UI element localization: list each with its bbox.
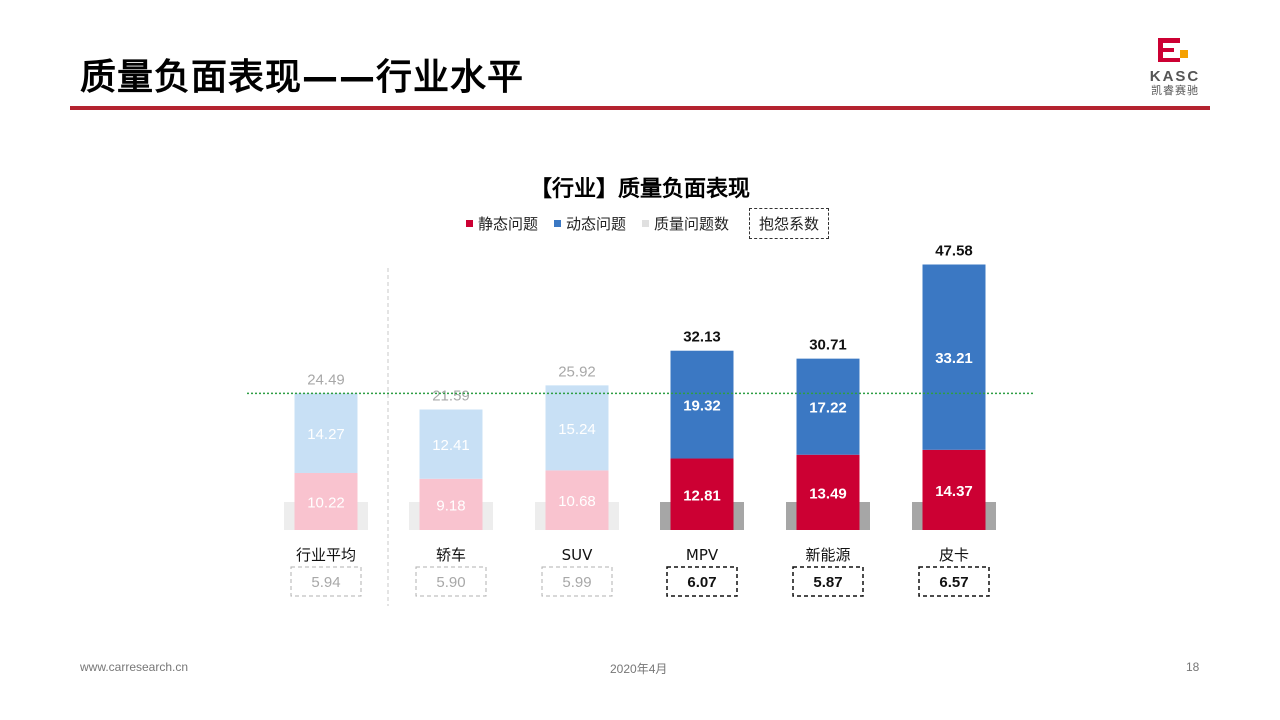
total-value-label: 32.13 (683, 329, 721, 346)
logo-text: KASC (1149, 68, 1201, 85)
static-issue-bar (670, 458, 734, 530)
dynamic-issue-bar (922, 264, 986, 450)
legend-item-count: 质量问题数 (642, 213, 729, 234)
logo-subtitle: 凯睿赛驰 (1151, 84, 1199, 97)
static-issue-bar (545, 470, 609, 530)
static-value-label: 10.22 (307, 494, 345, 511)
complaint-coefficient-box (541, 566, 613, 597)
category-label: 皮卡 (939, 546, 969, 564)
legend-label-dynamic: 动态问题 (566, 214, 627, 233)
chart-title: 【行业】质量负面表现 (529, 177, 750, 202)
complaint-coefficient-box (666, 566, 738, 597)
static-issue-bar (419, 478, 483, 530)
dynamic-value-label: 17.22 (809, 400, 847, 417)
category-label: 新能源 (805, 546, 850, 564)
legend-label-count: 质量问题数 (654, 214, 730, 233)
static-value-label: 10.68 (558, 493, 596, 510)
dynamic-value-label: 33.21 (935, 350, 973, 367)
dynamic-issue-bar (545, 385, 609, 471)
dynamic-issue-bar (419, 409, 483, 479)
dynamic-value-label: 14.27 (307, 426, 345, 443)
total-value-label: 30.71 (809, 337, 847, 354)
complaint-coefficient-box (918, 566, 990, 597)
footer-date: 2020年4月 (610, 662, 668, 676)
legend-item-static: 静态问题 (466, 213, 538, 234)
complaint-coefficient-box (415, 566, 487, 597)
static-value-label: 9.18 (436, 497, 465, 514)
title-divider (70, 106, 1210, 110)
dynamic-issue-bar (796, 358, 860, 455)
dynamic-issue-bar (294, 393, 358, 473)
legend-swatch-dynamic (554, 219, 562, 227)
legend-label-static: 静态问题 (478, 214, 539, 233)
total-value-label: 47.58 (935, 243, 973, 260)
complaint-coefficient-label: 6.07 (687, 574, 716, 591)
category-label: MPV (686, 546, 719, 564)
footer-page-number: 18 (1186, 660, 1200, 674)
category-label: 行业平均 (296, 546, 356, 564)
dynamic-value-label: 15.24 (558, 421, 596, 438)
total-value-label: 21.59 (432, 388, 470, 405)
complaint-coefficient-label: 5.90 (436, 574, 465, 591)
total-value-label: 25.92 (558, 363, 596, 380)
static-issue-bar (294, 472, 358, 530)
legend-item-dynamic: 动态问题 (554, 213, 626, 234)
footer-website: www.carresearch.cn (80, 660, 189, 674)
static-value-label: 14.37 (935, 483, 973, 500)
legend-label-coef: 抱怨系数 (749, 207, 830, 239)
category-label: 轿车 (436, 546, 466, 564)
complaint-coefficient-box (290, 566, 362, 597)
dynamic-value-label: 19.32 (683, 398, 721, 415)
legend-swatch-static (466, 219, 473, 227)
static-issue-bar (796, 454, 860, 530)
static-value-label: 13.49 (809, 485, 847, 502)
dynamic-value-label: 12.41 (432, 437, 470, 454)
dynamic-issue-bar (670, 350, 734, 459)
complaint-coefficient-label: 6.57 (939, 574, 968, 591)
complaint-coefficient-label: 5.87 (813, 574, 842, 591)
chart-legend: 静态问题 动态问题 质量问题数 抱怨系数 (466, 207, 830, 239)
complaint-coefficient-label: 5.94 (311, 574, 340, 591)
static-value-label: 12.81 (683, 487, 721, 504)
legend-swatch-count (642, 219, 650, 227)
static-issue-bar (922, 449, 986, 530)
page-title: 质量负面表现——行业水平 (80, 57, 525, 98)
category-label: SUV (562, 546, 594, 564)
complaint-coefficient-box (792, 566, 864, 597)
complaint-coefficient-label: 5.99 (562, 574, 591, 591)
total-value-label: 24.49 (307, 371, 345, 388)
kasc-logo-icon (1158, 38, 1188, 62)
